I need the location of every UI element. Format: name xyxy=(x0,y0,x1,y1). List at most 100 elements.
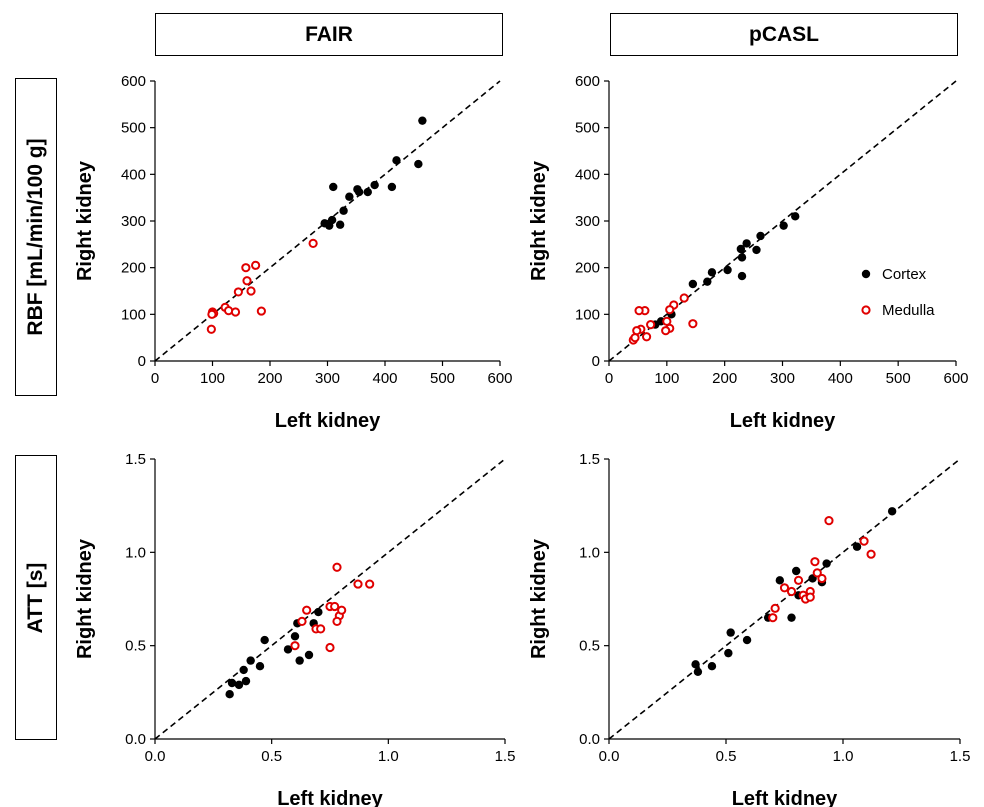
y-axis-label: Right kidney xyxy=(528,160,550,281)
identity-line xyxy=(608,80,957,362)
x-tick-label: 1.5 xyxy=(950,748,971,765)
medulla-point xyxy=(206,324,216,334)
y-tick-label: 500 xyxy=(121,120,146,137)
x-tick-label: 300 xyxy=(770,370,795,387)
medulla-point xyxy=(665,305,675,315)
medulla-point xyxy=(824,516,834,526)
x-tick-label: 200 xyxy=(257,370,282,387)
column-header-fair: FAIR xyxy=(155,13,503,56)
medulla-point xyxy=(332,616,342,627)
medulla-point xyxy=(679,293,689,303)
legend-marker-cortex xyxy=(861,269,871,279)
cortex-point xyxy=(742,239,751,248)
medulla-point xyxy=(302,605,312,615)
row-label-rbf: RBF [mL/min/100 g] xyxy=(15,78,57,396)
cortex-point xyxy=(363,187,372,197)
medulla-point xyxy=(365,579,375,589)
medulla-point xyxy=(207,309,217,319)
x-tick-label: 0 xyxy=(605,370,613,387)
x-tick-label: 300 xyxy=(315,370,340,387)
medulla-point xyxy=(661,326,671,336)
cortex-point xyxy=(283,645,293,654)
y-tick-label: 100 xyxy=(575,306,600,323)
cortex-point xyxy=(387,182,397,192)
y-axis-label: Right kidney xyxy=(74,160,96,281)
scatter-panel-1: 0 100 200 300 400 500 600 0 100 200 300 400 500 600 Le… xyxy=(74,73,513,432)
cortex-point xyxy=(703,277,712,286)
y-tick-label: 300 xyxy=(121,213,146,230)
y-tick-label: 400 xyxy=(121,166,146,183)
medulla-point xyxy=(332,562,342,572)
y-tick-label: 0 xyxy=(592,353,600,370)
cortex-point xyxy=(688,279,698,289)
y-tick-label: 0 xyxy=(138,353,146,370)
legend-marker-medulla xyxy=(861,305,871,315)
cortex-point xyxy=(335,220,345,229)
x-tick-label: 100 xyxy=(200,370,225,387)
x-tick-label: 400 xyxy=(828,370,853,387)
cortex-point xyxy=(737,253,747,262)
scatter-panel-3: 0.0 0.5 1.0 1.5 0.0 0.5 1.0 1.5 Left kidney Right… xyxy=(74,451,515,807)
medulla-point xyxy=(308,238,318,248)
cortex-point xyxy=(314,607,323,617)
cortex-point xyxy=(887,507,897,516)
cortex-point xyxy=(345,192,354,201)
x-tick-label: 1.0 xyxy=(378,748,399,765)
cortex-point xyxy=(255,662,265,671)
y-tick-label: 500 xyxy=(575,120,600,137)
cortex-point xyxy=(354,187,364,197)
y-tick-label: 1.5 xyxy=(125,451,146,468)
x-axis-label: Left kidney xyxy=(275,410,381,432)
column-header-pcasl: pCASL xyxy=(610,13,958,56)
x-tick-label: 0.0 xyxy=(145,748,166,765)
cortex-point xyxy=(791,212,800,221)
medulla-point xyxy=(330,601,340,612)
cortex-point xyxy=(822,559,831,568)
legend: Cortex Medulla xyxy=(861,266,935,319)
x-tick-label: 0 xyxy=(151,370,159,387)
medulla-point xyxy=(630,333,640,343)
row-label-att: ATT [s] xyxy=(15,455,57,740)
y-tick-label: 200 xyxy=(575,260,600,277)
y-tick-label: 1.0 xyxy=(579,544,600,561)
cortex-point xyxy=(779,221,788,230)
medulla-point xyxy=(793,575,804,585)
identity-line xyxy=(154,458,506,740)
medulla-point xyxy=(256,306,266,316)
medulla-point xyxy=(768,613,778,623)
medulla-point xyxy=(805,592,815,602)
x-axis-label: Left kidney xyxy=(277,788,383,807)
scatter-panel-4: 0.0 0.5 1.0 1.5 0.0 0.5 1.0 1.5 Left kidney Right… xyxy=(528,451,970,807)
cortex-point xyxy=(295,656,304,665)
cortex-point xyxy=(792,566,801,576)
medulla-point xyxy=(297,616,307,627)
cortex-point xyxy=(707,268,717,277)
medulla-point xyxy=(246,286,256,296)
medulla-point xyxy=(337,605,347,615)
cortex-point xyxy=(339,206,348,215)
y-tick-label: 1.5 xyxy=(579,451,600,468)
cortex-point xyxy=(707,662,717,671)
legend-label-medulla: Medulla xyxy=(882,302,935,319)
y-tick-label: 1.0 xyxy=(125,544,146,561)
cortex-point xyxy=(693,667,703,676)
cortex-point xyxy=(752,245,761,255)
medulla-point xyxy=(634,306,644,316)
y-axis-label: Right kidney xyxy=(74,538,96,659)
cortex-point xyxy=(775,576,785,585)
medulla-point xyxy=(242,276,252,286)
y-tick-label: 0.0 xyxy=(579,731,600,748)
x-tick-label: 500 xyxy=(430,370,455,387)
cortex-point xyxy=(742,635,752,645)
medulla-point xyxy=(859,536,869,546)
y-tick-label: 0.5 xyxy=(579,638,600,655)
cortex-point xyxy=(225,690,234,699)
cortex-point xyxy=(418,116,427,125)
cortex-point xyxy=(723,265,732,275)
x-tick-label: 0.5 xyxy=(261,748,282,765)
y-tick-label: 600 xyxy=(121,73,146,90)
medulla-point xyxy=(353,579,363,589)
cortex-point xyxy=(227,678,237,688)
cortex-point xyxy=(239,665,248,675)
